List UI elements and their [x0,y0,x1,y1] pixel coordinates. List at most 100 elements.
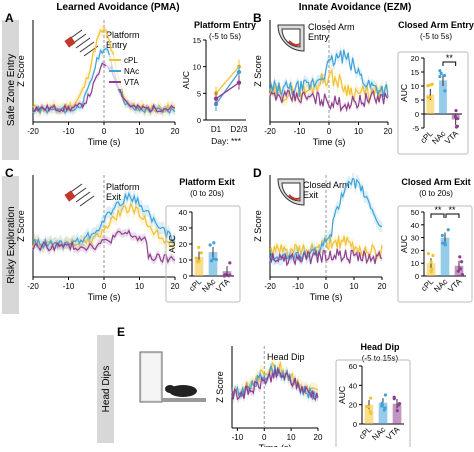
summary-bar-cpl [426,94,435,114]
y-axis-label-A: Z Score [16,55,26,87]
trace-vta [231,366,319,402]
summary-dot-cpl [369,396,373,400]
summary-point-vta [236,80,242,85]
trace-label-C: Platform [106,182,140,192]
summary-point-nac [236,69,242,75]
summary-dot-vta [456,269,460,273]
y-axis-label-D: Z Score [253,210,263,242]
pma-platform-icon-2 [64,183,95,207]
summary-subtitle-D: (0 to 20s) [419,189,453,198]
x-axis-label-E: Time (s) [259,443,292,447]
summary-y-tick-label-C: 20 [179,240,187,249]
x-tick-label-A: 10 [135,127,144,136]
sig-bracket-D-2 [445,213,460,218]
summary-bar-cpl [194,256,204,276]
summary-y-tick-label-A: 0 [197,116,201,125]
trace-label-A: Entry [106,40,128,50]
summary-subtitle-B: (-5 to 5s) [420,32,452,41]
summary-day-stat-A: Day: *** [211,136,241,146]
summary-y-tick-label-C: 10 [179,256,187,265]
summary-line-cpl [215,66,240,94]
summary-dot-vta [458,255,462,259]
x-axis-label-D: Time (s) [310,292,343,302]
summary-y-tick-label-D: 0 [415,272,419,281]
x-tick-label-D: -10 [292,282,304,291]
summary-dot-nac [438,75,442,79]
x-tick-label-A: -20 [27,127,39,136]
x-tick-label-E: 10 [287,433,296,442]
summary-dot-cpl [426,95,430,99]
summary-y-tick-label-C: 40 [179,208,187,217]
summary-dot-cpl [429,270,433,274]
x-tick-label-C: 10 [135,282,144,291]
summary-x-tick-label-C: VTA [214,277,231,294]
summary-title-A: Platform Entry [194,20,256,30]
summary-dot-nac [438,69,442,73]
summary-y-tick-label-B: 20 [411,54,419,63]
panel-letter-d: D [253,166,262,180]
summary-dot-nac [214,257,218,262]
sem-band-cpl [270,64,388,108]
trace-vta [32,229,176,264]
summary-y-tick-label-C: 0 [183,272,187,281]
panel-letter-b: B [253,11,262,25]
trace-label-D: Exit [303,190,319,200]
ezm-maze-icon-2 [277,178,305,206]
summary-title-B: Closed Arm Entry [398,20,474,30]
summary-bar-nac [378,402,388,424]
summary-dot-nac [380,401,384,405]
summary-dot-nac [380,404,384,408]
x-axis-label-A: Time (s) [88,137,121,147]
trace-vta [269,89,389,113]
summary-dot-nac [211,257,216,261]
summary-y-tick-label-D: 20 [411,246,419,255]
summary-x-tick-label-B: VTA [443,129,460,146]
summary-dot-cpl [365,404,369,409]
summary-bar-vta [392,403,402,424]
row-label-bar-headdips [97,335,114,443]
x-tick-label-D: -20 [264,282,276,291]
summary-x-tick-label-D: NAc [432,277,449,294]
summary-y-tick-label-B: -5 [412,124,419,133]
summary-subtitle-A: (-5 to 5s) [209,32,241,41]
summary-x-tick-label-E: VTA [384,425,401,442]
summary-title-E: Head Dip [360,342,400,352]
summary-y-label-C: AUC [167,235,177,253]
summary-dot-cpl [429,260,433,264]
x-tick-label-D: 10 [350,282,359,291]
summary-dot-vta [453,114,457,119]
legend-label-nac: NAc [124,67,139,76]
x-tick-label-B: -20 [264,127,276,136]
summary-bar-nac [440,237,450,276]
x-tick-label-B: 20 [384,127,393,136]
summary-y-label-D: AUC [399,235,409,253]
summary-y-tick-label-D: 10 [411,259,419,268]
summary-dot-cpl [197,259,201,263]
x-tick-label-D: 0 [324,282,329,291]
column-title-ezm: Innate Avoidance (EZM) [299,2,412,13]
summary-x-tick-label-D: VTA [446,277,463,294]
x-tick-label-C: 0 [102,282,107,291]
summary-y-tick-label-E: 40 [349,381,357,390]
summary-y-tick-label-D: 50 [411,208,419,217]
summary-x-tick-label-C: NAc [200,277,217,294]
summary-dot-nac [208,243,212,247]
x-tick-label-A: 0 [102,127,107,136]
summary-dot-cpl [194,256,198,260]
trace-nac [32,48,176,115]
y-axis-label-B: Z Score [253,55,263,87]
trace-nac [269,177,382,263]
sig-bracket-B [442,61,457,66]
trace-label-B: Closed Arm [308,22,355,32]
summary-dot-vta [460,272,465,277]
summary-dot-vta [460,260,464,264]
sig-label-D-2: ** [448,205,456,215]
x-tick-label-E: 20 [314,433,323,442]
summary-dot-cpl [197,245,201,249]
x-tick-label-C: -20 [27,282,39,291]
summary-x-tick-label-A: D1 [211,125,222,134]
trace-label-B: Entry [308,32,330,42]
summary-line-nac [215,71,240,105]
summary-y-tick-label-E: 20 [349,401,357,410]
summary-y-tick-label-E: 60 [349,362,357,371]
